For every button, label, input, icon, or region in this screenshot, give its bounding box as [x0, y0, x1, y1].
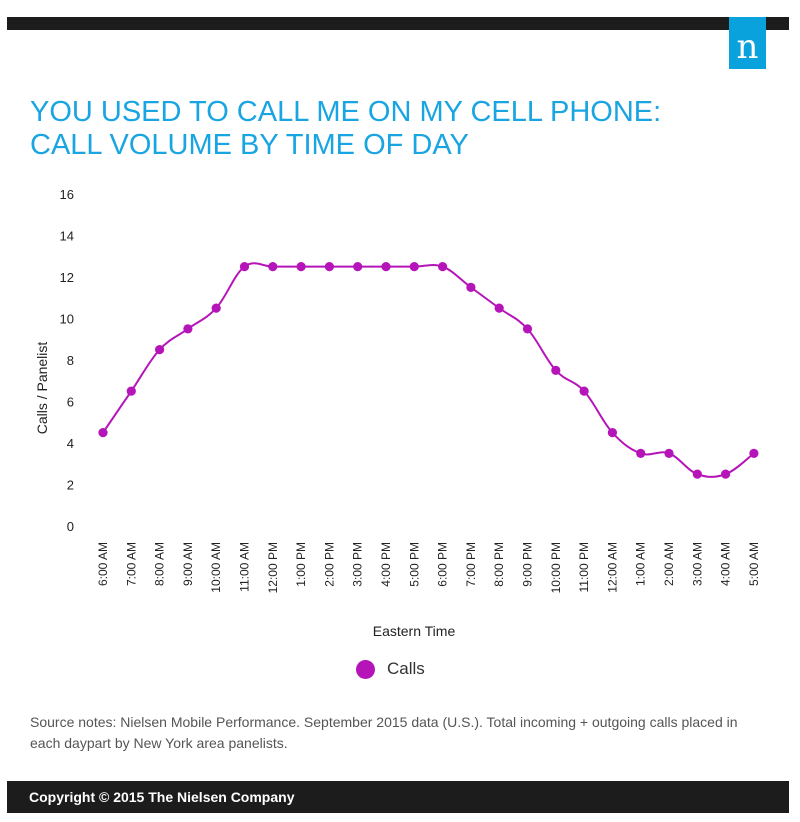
x-tick-label: 10:00 PM [549, 542, 563, 593]
y-tick-label: 6 [67, 395, 74, 410]
data-point [664, 448, 674, 458]
x-tick-label: 5:00 AM [747, 542, 761, 586]
x-tick-label: 6:00 PM [436, 542, 450, 587]
y-tick-label: 2 [67, 478, 74, 493]
x-tick-label: 4:00 AM [719, 542, 733, 586]
legend: Calls [356, 656, 425, 682]
data-point [466, 282, 476, 292]
data-point [155, 345, 165, 355]
data-point [296, 262, 306, 272]
y-tick-label: 4 [67, 436, 74, 451]
data-point [409, 262, 419, 272]
data-point [551, 365, 561, 375]
data-point [636, 448, 646, 458]
x-tick-label: 4:00 PM [379, 542, 393, 587]
data-point [381, 262, 391, 272]
x-tick-label: 7:00 AM [124, 542, 138, 586]
y-tick-label: 16 [60, 187, 74, 202]
x-tick-label: 8:00 PM [492, 542, 506, 587]
data-point [607, 428, 618, 438]
x-tick-label: 11:00 AM [238, 542, 252, 592]
nielsen-logo: n [729, 17, 766, 69]
y-tick-label: 8 [67, 353, 74, 368]
x-tick-label: 9:00 AM [181, 542, 195, 586]
x-tick-label: 7:00 PM [464, 542, 478, 587]
legend-marker [356, 659, 375, 679]
data-point [324, 262, 334, 272]
y-tick-label: 10 [60, 312, 74, 327]
line-chart: 0 2 4 6 8 10 12 14 16 Calls / Panelist 6:00 AM 7:00… [34, 187, 761, 639]
x-tick-label: 10:00 AM [209, 542, 223, 593]
data-point [126, 386, 136, 396]
data-point [692, 469, 702, 479]
source-notes: Source notes: Nielsen Mobile Performance… [30, 714, 738, 751]
footer-copyright: Copyright © 2015 The Nielsen Company [7, 781, 789, 813]
x-tick-label: 12:00 PM [266, 542, 280, 593]
title-line-2: CALL VOLUME BY TIME OF DAY [30, 129, 469, 161]
y-axis-label: Calls / Panelist [34, 342, 50, 435]
x-tick-label: 1:00 AM [634, 542, 648, 586]
x-tick-label: 2:00 AM [662, 542, 676, 586]
x-tick-label: 12:00 AM [605, 542, 619, 593]
chart-title: YOU USED TO CALL ME ON MY CELL PHONE: CA… [30, 96, 730, 162]
data-point [579, 386, 589, 396]
x-tick-label: 3:00 PM [351, 542, 365, 587]
y-tick-label: 12 [60, 270, 74, 285]
x-tick-label: 8:00 AM [153, 542, 167, 586]
data-point [522, 324, 533, 334]
data-point [183, 324, 193, 334]
x-tick-label: 11:00 PM [577, 542, 591, 592]
data-point [721, 469, 731, 479]
y-tick-label: 14 [60, 229, 74, 244]
x-tick-label: 9:00 PM [521, 542, 535, 587]
x-tick-label: 5:00 PM [407, 542, 421, 587]
series-line-calls [102, 262, 755, 478]
data-point [268, 262, 278, 272]
data-point [211, 303, 221, 313]
x-tick-label: 2:00 PM [322, 542, 336, 587]
data-point [749, 448, 759, 458]
x-tick-label: 1:00 PM [294, 542, 308, 587]
data-point [239, 262, 250, 272]
x-tick-label: 3:00 AM [690, 542, 704, 586]
top-bar [7, 17, 789, 30]
data-point [98, 428, 108, 438]
y-tick-label: 0 [67, 519, 74, 534]
data-point [494, 303, 504, 313]
x-tick-label: 6:00 AM [96, 542, 110, 586]
data-point [438, 262, 448, 272]
data-point [353, 262, 363, 272]
title-line-1: YOU USED TO CALL ME ON MY CELL PHONE: [30, 96, 662, 128]
legend-label: Calls [387, 659, 425, 678]
x-axis-label: Eastern Time [373, 623, 456, 639]
